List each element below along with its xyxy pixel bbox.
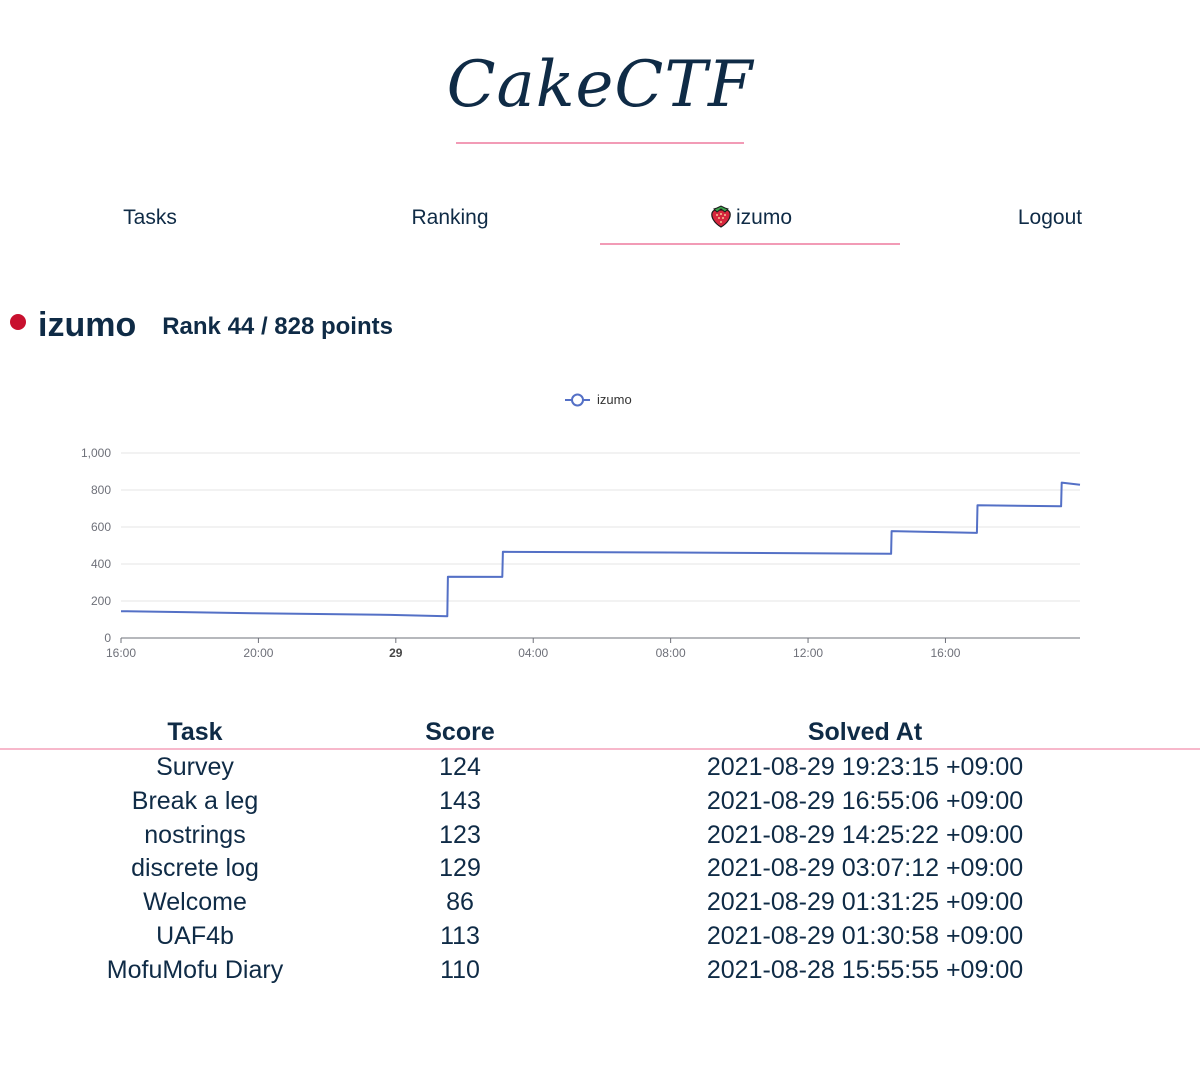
chart-series [120, 481, 1081, 618]
profile-username: izumo [38, 305, 137, 344]
score-chart: izumo 0 200 400 600 800 1,000 16:00 20:00 29 04:… [81, 392, 1081, 660]
logo-underline [456, 142, 744, 144]
nav-ranking[interactable]: Ranking [300, 200, 600, 246]
strawberry-icon [708, 203, 734, 229]
task-name[interactable]: Welcome [143, 888, 247, 917]
legend-label: izumo [597, 392, 632, 407]
y-tick-label: 400 [91, 557, 111, 571]
table-row: Break a leg 143 2021-08-29 16:55:06 +09:… [0, 784, 1200, 818]
y-tick-label: 0 [104, 631, 111, 645]
y-tick-label: 200 [91, 594, 111, 608]
task-name[interactable]: MofuMofu Diary [106, 955, 284, 984]
table-body: Survey 124 2021-08-29 19:23:15 +09:00 Br… [0, 750, 1200, 987]
main-nav: Tasks Ranking izumo Logout [0, 200, 1200, 246]
x-tick-label: 12:00 [793, 646, 823, 660]
task-name[interactable]: Survey [156, 753, 234, 781]
table-row: Welcome 86 2021-08-29 01:31:25 +09:00 [0, 885, 1200, 919]
nav-tasks-label: Tasks [123, 206, 177, 229]
task-name[interactable]: nostrings [144, 820, 246, 849]
nav-tasks[interactable]: Tasks [0, 200, 300, 246]
header-solved-at: Solved At [807, 718, 923, 746]
x-tick-label: 08:00 [656, 646, 686, 660]
y-tick-label: 1,000 [81, 446, 111, 460]
series-line-izumo [120, 481, 1081, 618]
solved-at: 2021-08-29 16:55:06 +09:00 [706, 786, 1024, 815]
solved-at: 2021-08-29 01:30:58 +09:00 [706, 921, 1024, 950]
task-score: 143 [439, 786, 481, 815]
y-tick-label: 600 [91, 520, 111, 534]
x-tick-label: 04:00 [518, 646, 548, 660]
profile-rank: Rank 44 / 828 points [162, 313, 393, 340]
x-axis: 16:00 20:00 29 04:00 08:00 12:00 16:00 [106, 637, 1080, 660]
table-header: Task Score Solved At [0, 714, 1200, 750]
task-score: 129 [439, 854, 481, 883]
task-name[interactable]: discrete log [131, 854, 259, 883]
x-tick-label: 16:00 [106, 646, 136, 660]
x-tick-label: 20:00 [243, 646, 273, 660]
task-score: 113 [440, 921, 480, 950]
task-score: 86 [446, 888, 474, 917]
nav-logout-label: Logout [1017, 206, 1083, 229]
y-axis-ticks: 0 200 400 600 800 1,000 [81, 446, 111, 645]
table-row: UAF4b 113 2021-08-29 01:30:58 +09:00 [0, 919, 1200, 953]
x-tick-label: 29 [389, 646, 403, 660]
task-score: 110 [440, 955, 480, 984]
header-score: Score [425, 718, 495, 746]
nav-ranking-label: Ranking [411, 206, 489, 229]
task-score: 124 [439, 753, 481, 781]
chart-legend[interactable]: izumo [565, 392, 632, 407]
table-row: MofuMofu Diary 110 2021-08-28 15:55:55 +… [0, 953, 1200, 987]
legend-marker [571, 393, 584, 407]
table-row: Survey 124 2021-08-29 19:23:15 +09:00 [0, 750, 1200, 784]
nav-profile[interactable]: izumo [600, 200, 900, 246]
solved-at: 2021-08-29 14:25:22 +09:00 [706, 820, 1024, 849]
task-name[interactable]: Break a leg [131, 786, 259, 815]
chart-grid [121, 452, 1080, 602]
task-name[interactable]: UAF4b [156, 921, 234, 950]
nav-profile-label: izumo [735, 206, 793, 229]
solved-at: 2021-08-29 01:31:25 +09:00 [706, 888, 1024, 917]
status-dot [10, 314, 26, 330]
y-tick-label: 800 [91, 483, 111, 497]
x-tick-label: 16:00 [930, 646, 960, 660]
site-logo[interactable]: CakeCTF [446, 48, 754, 122]
solved-at: 2021-08-29 19:23:15 +09:00 [706, 753, 1024, 781]
header-task: Task [167, 718, 223, 746]
profile-header: izumo Rank 44 / 828 points [10, 300, 393, 350]
nav-logout[interactable]: Logout [900, 200, 1200, 246]
task-score: 123 [439, 820, 481, 849]
table-row: discrete log 129 2021-08-29 03:07:12 +09… [0, 851, 1200, 885]
solves-table: Task Score Solved At Survey 124 2021-08-… [0, 714, 1200, 987]
table-row: nostrings 123 2021-08-29 14:25:22 +09:00 [0, 818, 1200, 852]
solved-at: 2021-08-29 03:07:12 +09:00 [706, 854, 1024, 883]
solved-at: 2021-08-28 15:55:55 +09:00 [706, 955, 1024, 984]
